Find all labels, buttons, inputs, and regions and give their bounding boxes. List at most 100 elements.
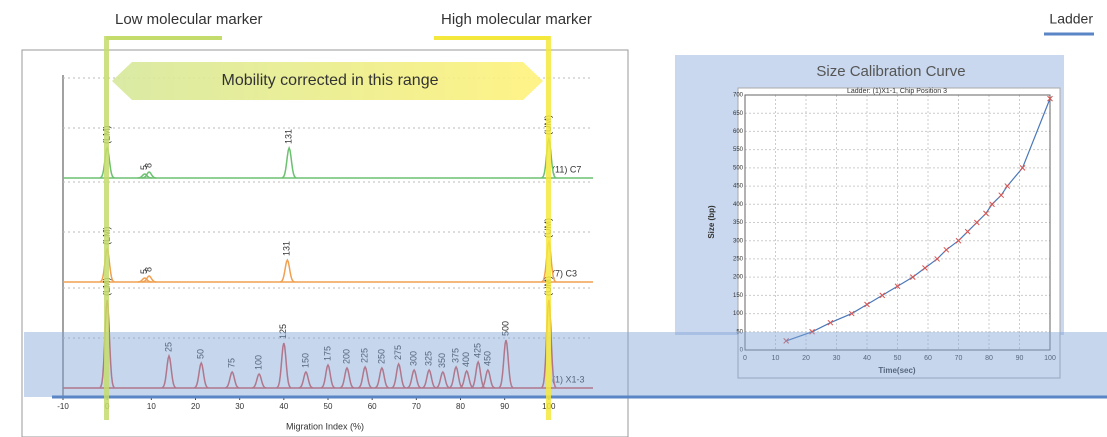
point — [973, 219, 980, 226]
y-tick-label: 200 — [733, 275, 744, 281]
point — [998, 192, 1005, 199]
peak — [406, 368, 422, 389]
peak — [298, 370, 314, 389]
peak-label: 75 — [227, 358, 237, 368]
peak — [280, 258, 295, 283]
x-tick-label: 60 — [368, 402, 377, 411]
peak — [421, 368, 437, 389]
point — [1047, 95, 1053, 102]
x-tick-label: 10 — [772, 355, 780, 362]
y-tick-label: 700 — [733, 93, 744, 99]
peak-label: 131 — [282, 241, 292, 256]
point — [934, 256, 941, 262]
peak-label: 5 — [139, 269, 149, 274]
point — [909, 274, 916, 280]
point — [1004, 183, 1011, 189]
peak — [137, 173, 152, 179]
calib-frame — [737, 87, 1061, 379]
y-tick-label: 550 — [733, 147, 744, 153]
peak — [193, 361, 209, 389]
point — [983, 210, 989, 217]
x-tick-label: 0 — [743, 355, 747, 362]
peak — [448, 365, 464, 389]
peak-label: 425 — [473, 343, 483, 358]
point — [955, 237, 962, 244]
y-tick-label: 600 — [733, 129, 744, 135]
y-tick-label: 500 — [733, 165, 744, 171]
x-tick-label: 20 — [191, 402, 200, 411]
peak-label: 150 — [300, 353, 310, 368]
peak — [281, 145, 297, 179]
peak — [459, 369, 474, 389]
x-tick-label: 70 — [955, 355, 963, 362]
y-tick-label: 650 — [733, 111, 744, 117]
point — [989, 201, 995, 208]
peak-label: 131 — [284, 129, 294, 144]
peak-label: 225 — [359, 348, 369, 363]
point — [894, 283, 901, 290]
ladder-label: Ladder — [1049, 11, 1093, 27]
y-tick-label: 0 — [740, 348, 744, 354]
y-tick-label: 50 — [736, 329, 743, 335]
trace-name: (7) C3 — [552, 268, 577, 278]
peak-label: 200 — [341, 349, 351, 364]
x-tick-label: 90 — [500, 402, 509, 411]
x-axis-label: Time(sec) — [878, 366, 916, 375]
x-tick-label: 80 — [985, 355, 993, 362]
calibration-chart: Size Calibration Curve Ladder: (1)X1-1, C… — [707, 63, 1056, 375]
peak-label: 100 — [253, 355, 263, 370]
y-tick-label: 350 — [733, 220, 744, 226]
peak — [480, 368, 496, 389]
peak — [374, 366, 390, 389]
range-text: Mobility corrected in this range — [222, 72, 439, 89]
chart-title: Size Calibration Curve — [816, 63, 965, 80]
ladder-highlight — [24, 332, 1107, 397]
x-tick-label: 80 — [456, 402, 465, 411]
peak-label: 125 — [278, 324, 288, 339]
point — [943, 246, 950, 253]
x-tick-label: 40 — [279, 402, 288, 411]
point — [922, 265, 928, 271]
plot-border — [744, 94, 1051, 351]
x-tick-label: 30 — [235, 402, 244, 411]
peak-label: 275 — [393, 345, 403, 360]
point — [964, 228, 971, 235]
y-tick-label: 100 — [733, 311, 744, 317]
x-tick-label: 40 — [863, 355, 871, 362]
y-tick-label: 400 — [733, 202, 744, 208]
point — [783, 338, 790, 344]
x-tick-label: 20 — [802, 355, 810, 362]
y-axis-label: Size (bp) — [707, 205, 716, 239]
peak-label: 400 — [461, 352, 471, 367]
x-tick-label: 60 — [924, 355, 932, 362]
peak-label: 8 — [144, 267, 154, 272]
peak — [161, 353, 177, 389]
low-marker-label: Low molecular marker — [115, 11, 263, 28]
low-marker-bar — [104, 36, 109, 420]
peak — [339, 366, 355, 389]
peak-label: 450 — [482, 351, 492, 366]
peak — [435, 370, 451, 389]
peak-label: 25 — [163, 342, 173, 352]
y-tick-label: 450 — [733, 184, 744, 190]
y-tick-label: 250 — [733, 257, 744, 263]
x-tick-label: 50 — [894, 355, 902, 362]
peak-label: 250 — [376, 349, 386, 364]
trace-name: (1) X1-3 — [552, 374, 585, 384]
high-marker-bar — [546, 36, 551, 420]
x-tick-label: 90 — [1016, 355, 1024, 362]
x-tick-label: 30 — [833, 355, 841, 362]
point — [864, 301, 870, 308]
peak-label: 50 — [196, 349, 206, 359]
peak-label: 175 — [322, 346, 332, 361]
peak-label: 5 — [139, 165, 149, 170]
point — [1019, 165, 1026, 171]
peak — [498, 339, 514, 389]
y-tick-label: 300 — [733, 238, 744, 244]
x-tick-label: -10 — [57, 402, 69, 411]
x-axis-label: Migration Index (%) — [286, 421, 364, 431]
point — [879, 292, 886, 299]
low-marker-line — [106, 36, 222, 40]
peak — [142, 171, 157, 179]
